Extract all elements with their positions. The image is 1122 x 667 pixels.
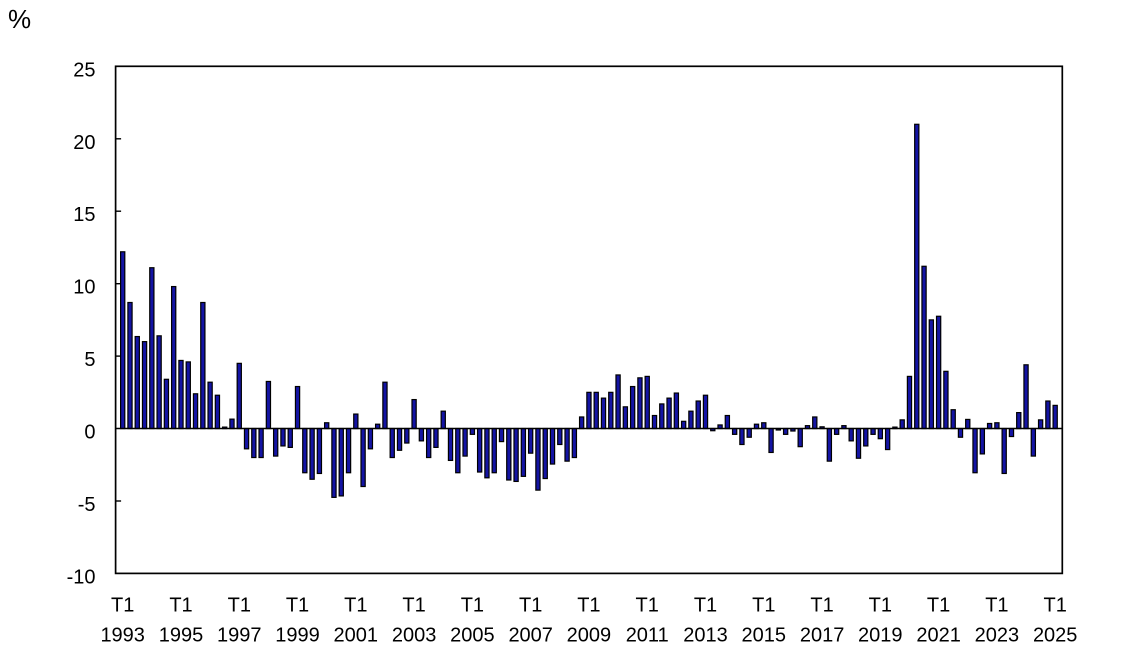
svg-text:T1: T1	[169, 595, 192, 617]
svg-text:2021: 2021	[916, 625, 961, 647]
svg-text:-5: -5	[78, 494, 96, 516]
svg-text:T1: T1	[985, 595, 1008, 617]
svg-text:T1: T1	[111, 595, 134, 617]
svg-text:T1: T1	[228, 595, 251, 617]
svg-text:25: 25	[73, 59, 95, 81]
svg-text:T1: T1	[519, 595, 542, 617]
svg-text:2011: 2011	[626, 625, 669, 647]
svg-text:%: %	[8, 4, 31, 34]
svg-text:0: 0	[84, 422, 95, 444]
svg-text:2023: 2023	[975, 625, 1020, 647]
svg-text:T1: T1	[694, 595, 717, 617]
svg-text:2001: 2001	[334, 625, 379, 647]
svg-text:1993: 1993	[100, 625, 145, 647]
svg-text:1995: 1995	[159, 625, 204, 647]
svg-text:-10: -10	[67, 566, 96, 588]
svg-text:2013: 2013	[683, 625, 728, 647]
svg-text:1999: 1999	[275, 625, 320, 647]
svg-text:2007: 2007	[508, 625, 553, 647]
svg-text:15: 15	[73, 204, 95, 226]
svg-text:T1: T1	[636, 595, 659, 617]
svg-text:2015: 2015	[742, 625, 787, 647]
svg-text:2005: 2005	[450, 625, 495, 647]
svg-text:T1: T1	[752, 595, 775, 617]
svg-text:T1: T1	[927, 595, 950, 617]
svg-text:2003: 2003	[392, 625, 437, 647]
svg-text:5: 5	[84, 349, 95, 371]
svg-text:2019: 2019	[858, 625, 903, 647]
svg-text:T1: T1	[810, 595, 833, 617]
svg-text:20: 20	[73, 132, 95, 154]
svg-text:10: 10	[73, 277, 95, 299]
svg-text:T1: T1	[286, 595, 309, 617]
svg-text:T1: T1	[461, 595, 484, 617]
svg-text:2009: 2009	[567, 625, 612, 647]
svg-text:2017: 2017	[800, 625, 845, 647]
svg-text:T1: T1	[402, 595, 425, 617]
svg-text:1997: 1997	[217, 625, 262, 647]
svg-text:T1: T1	[577, 595, 600, 617]
svg-text:T1: T1	[1044, 595, 1067, 617]
svg-text:T1: T1	[869, 595, 892, 617]
svg-text:2025: 2025	[1033, 625, 1078, 647]
svg-text:T1: T1	[344, 595, 367, 617]
